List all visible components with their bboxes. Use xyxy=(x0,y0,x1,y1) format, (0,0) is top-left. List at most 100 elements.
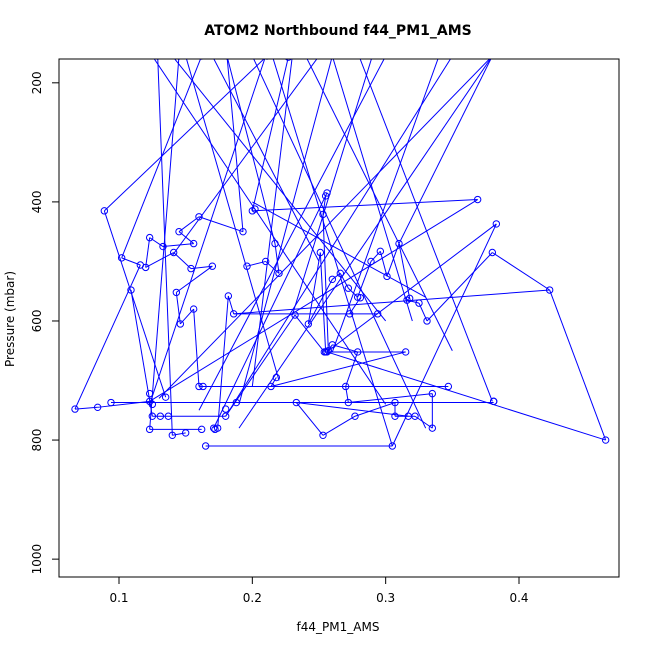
series-line-segment xyxy=(549,289,607,441)
data-point xyxy=(444,382,453,391)
data-point xyxy=(248,207,257,215)
data-point xyxy=(328,275,337,283)
data-point xyxy=(145,233,154,242)
series-line-segment xyxy=(307,279,333,325)
data-point xyxy=(161,393,170,401)
data-point xyxy=(199,59,204,60)
data-point xyxy=(428,389,437,398)
series-line-segment xyxy=(149,237,164,247)
data-point xyxy=(415,299,423,307)
y-tick-label: 800 xyxy=(30,429,44,452)
data-point xyxy=(195,213,203,221)
series-line-segment xyxy=(252,201,426,298)
y-tick-label: 400 xyxy=(30,190,44,213)
data-point xyxy=(145,389,154,398)
series-line-segment xyxy=(296,402,409,417)
series-line-segment xyxy=(213,192,328,429)
series-line-segment xyxy=(227,59,276,244)
data-point xyxy=(107,398,115,407)
series-line-segment xyxy=(175,292,181,325)
plot-area xyxy=(71,59,610,450)
series-line-segment xyxy=(270,351,406,387)
series-line-segment xyxy=(162,243,194,248)
series-line-segment xyxy=(252,199,478,212)
data-point xyxy=(391,398,399,407)
data-point xyxy=(492,220,501,228)
data-point xyxy=(239,227,247,236)
series-line-segment xyxy=(186,59,280,381)
data-point xyxy=(275,269,283,278)
series-line-segment xyxy=(398,59,492,244)
series-line-segment xyxy=(322,415,356,436)
data-point xyxy=(344,398,353,407)
data-point xyxy=(356,294,365,302)
data-point xyxy=(353,348,362,356)
data-point xyxy=(175,227,183,236)
data-point xyxy=(141,263,150,272)
series-line-segment xyxy=(270,377,277,387)
data-point xyxy=(328,341,337,349)
series-line-segment xyxy=(426,252,493,322)
data-point xyxy=(267,382,275,391)
series-line-segment xyxy=(213,59,320,262)
data-point xyxy=(229,310,238,318)
series-line-segment xyxy=(149,59,180,430)
series-line-segment xyxy=(172,432,186,436)
data-point xyxy=(423,317,431,325)
data-point xyxy=(100,207,109,215)
series-line-segment xyxy=(176,265,213,293)
data-point xyxy=(545,286,554,294)
series-line-segment xyxy=(251,59,293,387)
data-point xyxy=(168,431,177,439)
series-line-segment xyxy=(174,59,387,322)
series-line-segment xyxy=(153,59,387,405)
series-line-segment xyxy=(386,243,400,277)
data-point xyxy=(145,425,154,434)
data-point xyxy=(319,210,327,219)
x-axis-label: f44_PM1_AMS xyxy=(297,620,380,634)
series-line-segment xyxy=(359,59,493,402)
data-point xyxy=(197,425,206,434)
data-point xyxy=(176,59,182,60)
data-point xyxy=(272,373,281,382)
series-line-segment xyxy=(345,351,359,387)
data-point xyxy=(261,257,270,266)
series-line-segment xyxy=(217,295,229,429)
series-line-segment xyxy=(171,59,318,256)
data-point xyxy=(292,398,301,407)
series-line-segment xyxy=(357,261,372,298)
y-tick-label: 1000 xyxy=(30,544,44,575)
series-line-segment xyxy=(348,393,433,404)
series-line-segment xyxy=(158,59,491,399)
data-point xyxy=(353,293,362,301)
data-point xyxy=(391,412,399,420)
plot-frame xyxy=(58,58,620,578)
data-point xyxy=(117,254,126,262)
data-point xyxy=(213,424,222,432)
data-point xyxy=(403,296,411,304)
series-line-segment xyxy=(291,59,372,316)
data-point xyxy=(344,284,353,292)
data-point xyxy=(367,257,375,266)
data-point xyxy=(351,412,359,420)
series-line-segment xyxy=(233,289,550,315)
data-point xyxy=(232,398,241,407)
series-line-segment xyxy=(145,237,151,268)
chart-title: ATOM2 Northbound f44_PM1_AMS xyxy=(204,23,471,39)
data-point xyxy=(383,272,391,281)
data-point xyxy=(189,305,198,313)
series-line-segment xyxy=(130,289,153,417)
data-point xyxy=(189,239,198,248)
data-point xyxy=(291,311,299,319)
data-point xyxy=(428,424,437,432)
series-line-segment xyxy=(326,351,606,441)
series-line-segment xyxy=(103,59,265,212)
data-point xyxy=(195,382,203,391)
data-point xyxy=(208,262,217,270)
data-point xyxy=(172,288,181,297)
data-point xyxy=(221,412,230,420)
data-point xyxy=(169,248,178,257)
series-line-segment xyxy=(198,216,244,233)
